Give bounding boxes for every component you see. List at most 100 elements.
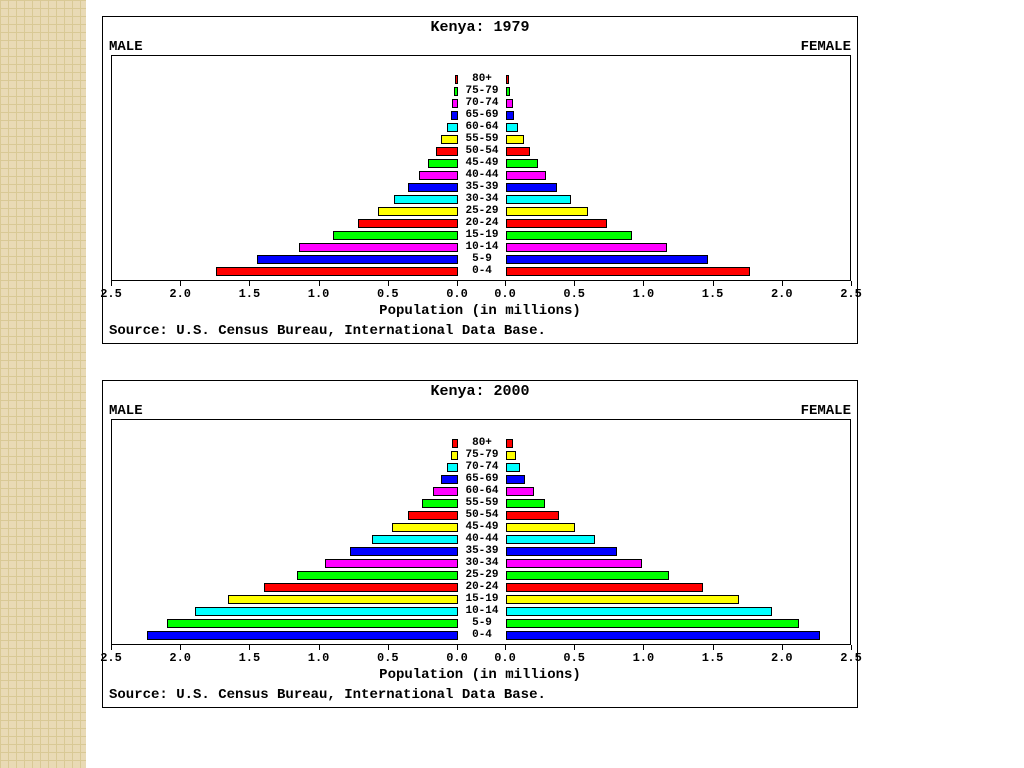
x-tick <box>180 281 181 286</box>
pyramid-1979: Kenya: 1979MALEFEMALE80+75-7970-7465-696… <box>102 16 858 344</box>
x-tick <box>388 281 389 286</box>
x-tick <box>457 281 458 286</box>
male-bar <box>451 451 458 460</box>
x-tick-label: 2.0 <box>165 651 195 665</box>
male-bar <box>422 499 458 508</box>
age-label: 80+ <box>460 437 504 449</box>
x-tick <box>713 281 714 286</box>
male-bar <box>433 487 458 496</box>
female-bar <box>506 231 632 240</box>
male-bar <box>451 111 458 120</box>
age-label: 55-59 <box>460 133 504 145</box>
x-tick-label: 2.5 <box>96 287 126 301</box>
female-bar <box>506 523 575 532</box>
age-label: 5-9 <box>460 617 504 629</box>
source-text: Source: U.S. Census Bureau, Internationa… <box>109 687 546 703</box>
x-tick <box>574 281 575 286</box>
male-bar <box>436 147 458 156</box>
x-tick <box>111 645 112 650</box>
age-label: 80+ <box>460 73 504 85</box>
age-label: 75-79 <box>460 85 504 97</box>
age-label: 35-39 <box>460 545 504 557</box>
female-bar <box>506 123 518 132</box>
x-tick-label: 2.5 <box>96 651 126 665</box>
x-tick-label: 0.5 <box>559 651 589 665</box>
decorative-sidebar <box>0 0 86 768</box>
x-tick <box>643 645 644 650</box>
female-bar <box>506 583 703 592</box>
male-bar <box>297 571 458 580</box>
male-bar <box>358 219 458 228</box>
age-label: 70-74 <box>460 461 504 473</box>
age-label: 10-14 <box>460 605 504 617</box>
age-label: 25-29 <box>460 205 504 217</box>
age-label: 50-54 <box>460 509 504 521</box>
male-bar <box>394 195 458 204</box>
x-tick-label: 0.0 <box>442 287 472 301</box>
female-bar <box>506 135 524 144</box>
female-bar <box>506 499 545 508</box>
male-bar <box>333 231 458 240</box>
male-bar <box>454 87 458 96</box>
x-tick-label: 0.5 <box>373 287 403 301</box>
female-bar <box>506 607 772 616</box>
x-tick-label: 0.0 <box>490 287 520 301</box>
male-label: MALE <box>109 39 143 55</box>
male-bar <box>257 255 458 264</box>
male-bar <box>441 475 458 484</box>
male-bar <box>378 207 458 216</box>
x-tick <box>505 281 506 286</box>
female-bar <box>506 111 514 120</box>
x-tick-label: 2.0 <box>767 287 797 301</box>
source-text: Source: U.S. Census Bureau, Internationa… <box>109 323 546 339</box>
age-label: 75-79 <box>460 449 504 461</box>
female-bar <box>506 535 595 544</box>
age-label: 15-19 <box>460 229 504 241</box>
male-bar <box>228 595 458 604</box>
female-label: FEMALE <box>801 39 851 55</box>
female-bar <box>506 451 516 460</box>
x-tick-label: 1.0 <box>628 651 658 665</box>
male-bar <box>447 123 458 132</box>
female-bar <box>506 619 799 628</box>
age-label: 60-64 <box>460 485 504 497</box>
female-bar <box>506 631 820 640</box>
age-label: 20-24 <box>460 217 504 229</box>
male-bar <box>372 535 458 544</box>
x-tick <box>574 645 575 650</box>
x-tick <box>505 645 506 650</box>
age-label: 5-9 <box>460 253 504 265</box>
male-label: MALE <box>109 403 143 419</box>
age-label: 10-14 <box>460 241 504 253</box>
age-label: 15-19 <box>460 593 504 605</box>
male-bar <box>455 75 458 84</box>
age-label: 70-74 <box>460 97 504 109</box>
male-bar <box>408 183 458 192</box>
age-label: 0-4 <box>460 265 504 277</box>
x-tick <box>713 645 714 650</box>
age-label: 60-64 <box>460 121 504 133</box>
female-label: FEMALE <box>801 403 851 419</box>
female-bar <box>506 439 513 448</box>
age-label: 45-49 <box>460 521 504 533</box>
x-tick <box>249 281 250 286</box>
female-bar <box>506 463 520 472</box>
x-tick-label: 2.0 <box>165 287 195 301</box>
male-bar <box>428 159 458 168</box>
x-axis-title: Population (in millions) <box>103 667 857 683</box>
male-bar <box>325 559 458 568</box>
x-tick-label: 2.5 <box>836 287 866 301</box>
x-tick-label: 1.0 <box>628 287 658 301</box>
x-tick <box>782 281 783 286</box>
pyramid-2000: Kenya: 2000MALEFEMALE80+75-7970-7465-696… <box>102 380 858 708</box>
age-label: 30-34 <box>460 193 504 205</box>
x-tick <box>851 645 852 650</box>
x-tick <box>319 281 320 286</box>
x-tick-label: 0.0 <box>442 651 472 665</box>
female-bar <box>506 511 559 520</box>
x-tick <box>180 645 181 650</box>
age-label: 0-4 <box>460 629 504 641</box>
male-bar <box>195 607 458 616</box>
age-label: 65-69 <box>460 473 504 485</box>
chart-title: Kenya: 1979 <box>103 19 857 36</box>
